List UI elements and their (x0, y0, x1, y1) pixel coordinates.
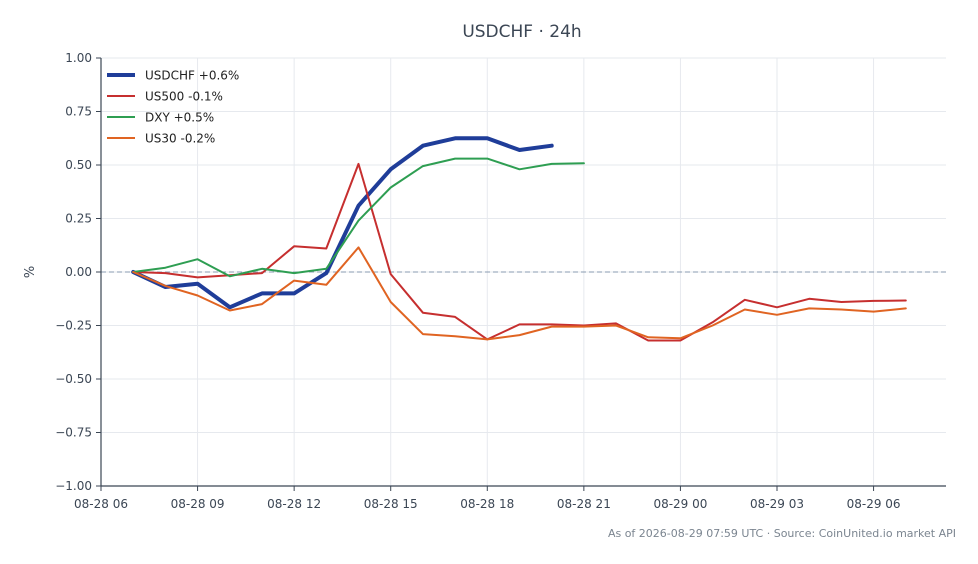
x-tick-label: 08-28 18 (460, 497, 514, 511)
legend-label: DXY +0.5% (145, 111, 214, 125)
y-tick-label: 0.00 (65, 265, 92, 279)
y-axis-ticks: 1.00 0.75 0.50 0.25 0.00 −0.25 −0.50 −0.75 −1.00 (55, 51, 101, 493)
legend-label: US30 -0.2% (145, 132, 215, 146)
y-tick-label: 0.75 (65, 105, 92, 119)
series-line-us500 (132, 162, 907, 342)
legend-label: USDCHF +0.6% (145, 69, 239, 83)
x-tick-label: 08-29 03 (750, 497, 804, 511)
x-tick-label: 08-28 15 (364, 497, 418, 511)
series-line-usdchf (131, 136, 554, 310)
y-tick-label: −0.25 (55, 319, 92, 333)
legend-label: US500 -0.1% (145, 90, 223, 104)
x-tick-label: 08-28 21 (557, 497, 611, 511)
y-tick-label: 0.25 (65, 212, 92, 226)
chart-title: USDCHF · 24h (462, 22, 581, 42)
x-tick-label: 08-28 09 (171, 497, 225, 511)
y-tick-label: 0.50 (65, 158, 92, 172)
x-axis-ticks: 08-28 06 08-28 09 08-28 12 08-28 15 08-28 18… (74, 486, 901, 511)
y-axis-label: % (23, 266, 38, 278)
y-tick-label: −0.50 (55, 372, 92, 386)
series-line-us30 (132, 246, 907, 341)
legend: USDCHF +0.6% US500 -0.1% DXY +0.5% US30 -0.… (107, 69, 239, 146)
source-footnote: As of 2026-08-29 07:59 UTC · Source: Coi… (607, 527, 956, 540)
y-tick-label: 1.00 (65, 51, 92, 65)
y-tick-label: −0.75 (55, 426, 92, 440)
x-tick-label: 08-28 06 (74, 497, 128, 511)
series-line-dxy (132, 157, 585, 278)
grid-lines (100, 57, 946, 487)
y-tick-label: −1.00 (55, 479, 92, 493)
series-lines (131, 136, 907, 342)
x-tick-label: 08-29 00 (653, 497, 707, 511)
x-tick-label: 08-28 12 (267, 497, 321, 511)
x-tick-label: 08-29 06 (847, 497, 901, 511)
